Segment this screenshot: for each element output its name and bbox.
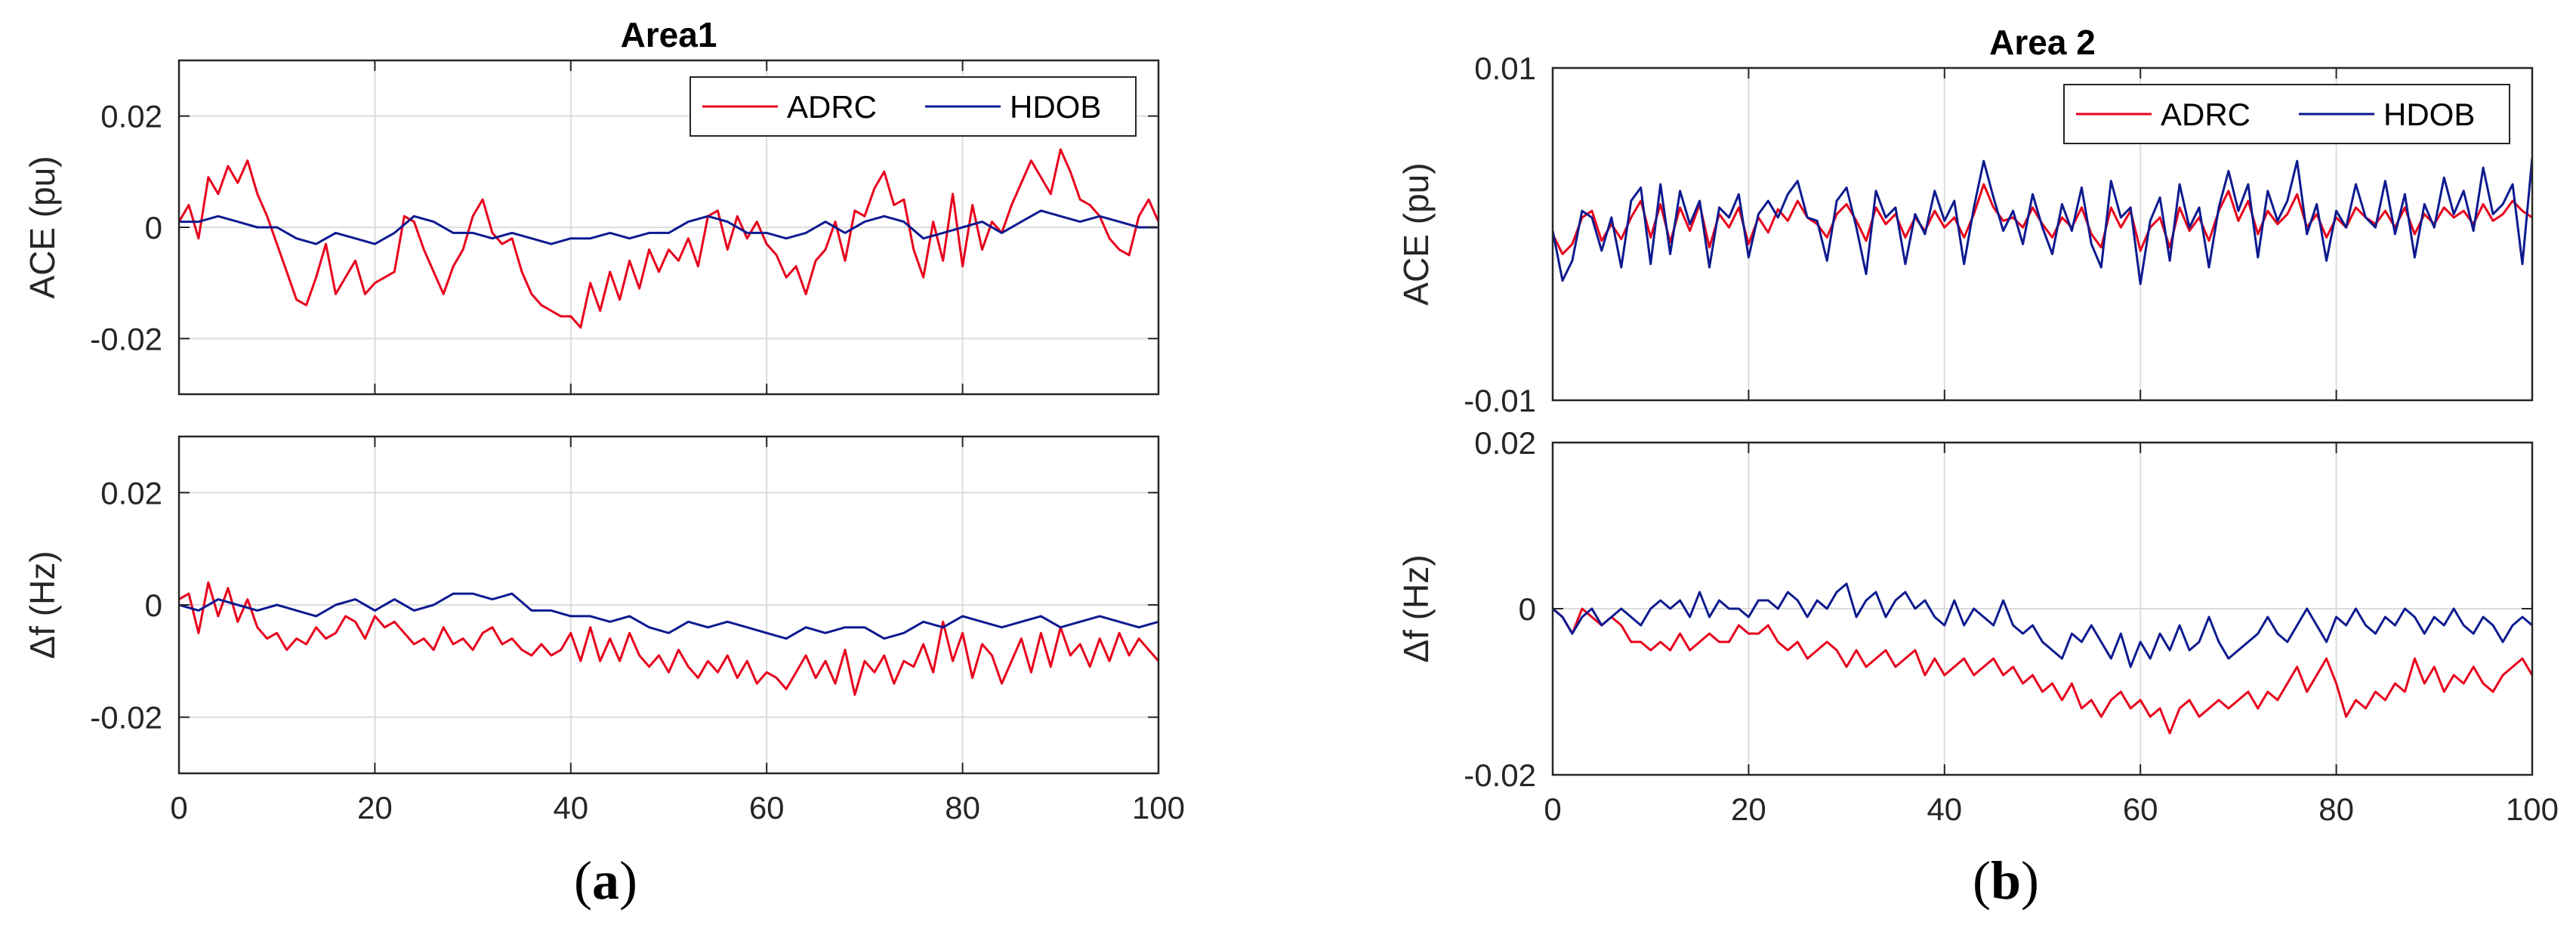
chart-area2_ace: -0.01 0.01 ACE (pu) Area 2 ADRC HDOB (1396, 23, 2534, 418)
chart-area1_ace: -0.02 0 0.02 ACE (pu) Area1 ADRC HDOB (23, 15, 1160, 396)
legend-label-adrc: ADRC (787, 89, 877, 125)
chart-title: Area 2 (1989, 23, 2096, 62)
x-tick-label: 60 (2123, 791, 2158, 827)
legend-label-adrc: ADRC (2161, 97, 2251, 132)
panel-label-a: (a) (574, 850, 637, 911)
series-line-hdob (1553, 157, 2532, 285)
x-tick-label: 80 (945, 790, 980, 825)
x-tick-label: 40 (1927, 791, 1962, 827)
series-line-adrc (179, 148, 1158, 329)
chart-area1_df: -0.02 0 0.02 0 20 40 60 80 100 Δf (Hz) (23, 435, 1185, 825)
y-tick-label: -0.02 (90, 700, 162, 736)
y-tick-label: 0 (1519, 591, 1536, 627)
x-tick-label: 20 (1731, 791, 1766, 827)
x-tick-label: 100 (1132, 790, 1185, 825)
series-line-hdob (179, 209, 1158, 245)
y-axis-label: Δf (Hz) (23, 551, 62, 659)
series-line-hdob (1553, 582, 2532, 668)
chart-title: Area1 (621, 15, 717, 54)
series-line-hdob (179, 592, 1158, 640)
series-line-adrc (179, 581, 1158, 696)
y-tick-label: 0 (145, 588, 162, 623)
axes-box (1551, 66, 2534, 402)
y-tick-label: 0.02 (1474, 425, 1536, 461)
x-tick-label: 0 (1544, 791, 1561, 827)
y-tick-label: 0.01 (1474, 51, 1536, 86)
x-tick-label: 0 (170, 790, 187, 825)
legend: ADRC HDOB (690, 76, 1137, 137)
x-tick-label: 80 (2318, 791, 2354, 827)
y-tick-label: -0.01 (1464, 383, 1536, 418)
y-tick-label: 0.02 (100, 475, 162, 511)
legend-label-hdob: HDOB (2383, 97, 2475, 132)
y-axis-label: ACE (pu) (23, 156, 62, 298)
y-axis-label: Δf (Hz) (1396, 554, 1436, 662)
series-line-adrc (1553, 607, 2532, 735)
y-tick-label: -0.02 (90, 321, 162, 356)
x-tick-label: 100 (2506, 791, 2559, 827)
x-tick-label: 40 (553, 790, 588, 825)
y-tick-label: 0.02 (100, 99, 162, 134)
legend-label-hdob: HDOB (1010, 89, 1101, 125)
x-tick-label: 20 (357, 790, 393, 825)
panel-label-a-letter: a (591, 850, 619, 911)
y-axis-label: ACE (pu) (1396, 162, 1436, 305)
y-tick-label: 0 (145, 210, 162, 245)
x-tick-label: 60 (749, 790, 785, 825)
panel-label-b: (b) (1973, 850, 2040, 911)
panel-label-b-letter: b (1990, 850, 2022, 911)
y-tick-label: -0.02 (1464, 757, 1536, 793)
legend: ADRC HDOB (2063, 84, 2510, 144)
